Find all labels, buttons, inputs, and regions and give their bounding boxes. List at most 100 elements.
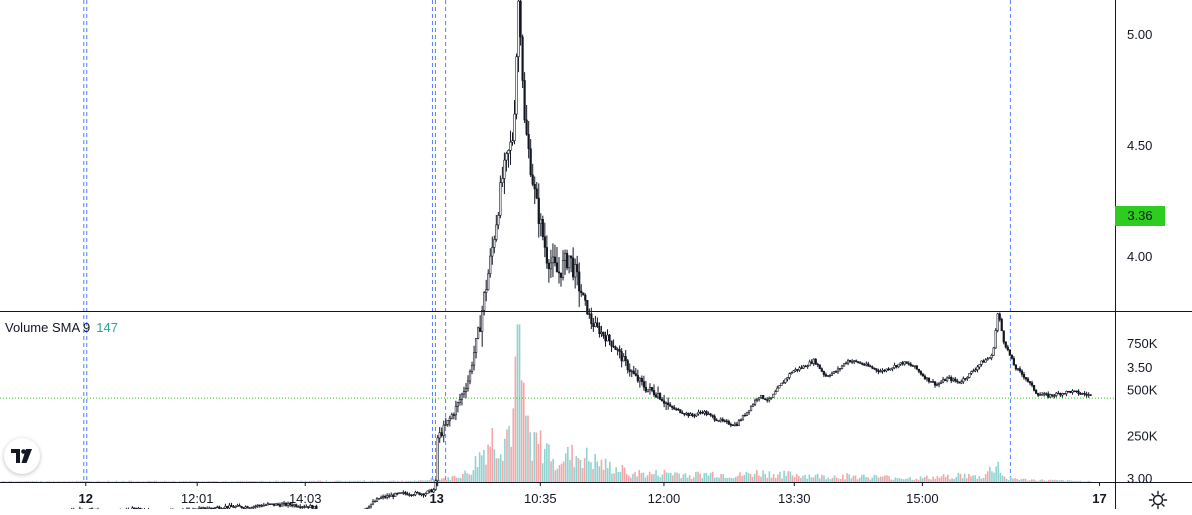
price-candle-body (912, 366, 914, 367)
volume-bar (680, 478, 682, 482)
price-candle-body (534, 184, 536, 189)
price-candle-body (667, 403, 669, 405)
volume-bar (548, 444, 550, 482)
price-candle-body (627, 361, 629, 370)
price-candle-body (898, 364, 900, 367)
price-candle-body (477, 328, 479, 338)
price-candle-body (370, 504, 372, 507)
price-candle-body (1041, 395, 1043, 396)
volume-bar (983, 478, 985, 482)
price-candle-body (253, 506, 255, 507)
volume-bar (454, 476, 456, 482)
price-candle-body (979, 364, 981, 366)
volume-bar (888, 476, 890, 482)
price-candle-body (1086, 394, 1088, 395)
price-candle-body (526, 120, 528, 134)
price-candle-body (1015, 365, 1017, 369)
price-candle-body (392, 495, 394, 497)
price-candle-body (708, 414, 710, 415)
price-candle-body (926, 378, 928, 379)
volume-bar (613, 473, 615, 482)
price-candle-body (922, 374, 924, 376)
price-candle-body (441, 433, 443, 436)
price-candle-body (572, 258, 574, 277)
price-candle-body (692, 414, 694, 416)
volume-bar (563, 462, 565, 482)
price-candle-body (817, 364, 819, 365)
volume-bar (743, 475, 745, 482)
volume-bar (641, 473, 643, 482)
price-candle-body (396, 493, 398, 494)
price-candle-body (748, 411, 750, 413)
volume-bar (844, 479, 846, 482)
volume-bar (962, 478, 964, 482)
volume-bar (546, 443, 548, 482)
price-candle-body (649, 387, 651, 389)
volume-bar (561, 464, 563, 482)
price-candle-body (512, 141, 514, 142)
volume-bar (439, 480, 441, 482)
volume-bar (840, 479, 842, 482)
volume-bar (727, 478, 729, 482)
volume-bar (976, 479, 978, 482)
volume-bar (987, 471, 989, 482)
volume-bar (972, 475, 974, 482)
volume-bar (651, 474, 653, 482)
price-candle-body (746, 412, 748, 415)
volume-tick-label: 250K (1127, 429, 1158, 444)
volume-bar (653, 474, 655, 482)
price-candle-body (1074, 391, 1076, 392)
volume-bar (483, 450, 485, 482)
volume-bar (1037, 481, 1039, 482)
price-candle-body (617, 349, 619, 350)
price-candle-body (1033, 385, 1035, 390)
price-candle-body (570, 256, 572, 258)
price-candle-body (595, 323, 597, 327)
price-candle-body (651, 387, 653, 390)
price-candle-body (991, 355, 993, 357)
price-candle-body (635, 374, 637, 376)
gear-icon[interactable] (1148, 490, 1168, 510)
price-candle-body (1039, 395, 1041, 396)
price-candle-body (443, 425, 445, 435)
volume-bar (668, 473, 670, 482)
volume-bar (477, 467, 479, 482)
price-candle-body (928, 378, 930, 382)
price-candle-body (865, 364, 867, 365)
volume-bar (760, 477, 762, 482)
price-candle-body (722, 419, 724, 421)
price-candle-body (368, 507, 370, 508)
volume-bar (468, 474, 470, 482)
price-candle-body (958, 382, 960, 383)
price-candle-body (857, 362, 859, 363)
price-candle-body (591, 314, 593, 324)
price-candle-body (785, 379, 787, 383)
price-candle-body (605, 336, 607, 341)
volume-bar (636, 476, 638, 482)
volume-bar (590, 462, 592, 482)
price-candle-body (453, 415, 455, 416)
volume-bar (966, 478, 968, 482)
price-candle-body (1021, 371, 1023, 374)
tradingview-logo-glyph (11, 449, 33, 463)
price-candle-body (694, 416, 696, 417)
price-candle-body (542, 219, 544, 236)
price-candle-body (900, 363, 902, 365)
price-candle-body (845, 363, 847, 364)
price-candle-body (963, 379, 965, 382)
price-candle-body (975, 370, 977, 371)
volume-bar (462, 474, 464, 482)
price-candle-body (1056, 393, 1058, 396)
price-candle-body (738, 421, 740, 426)
price-candle-body (1031, 383, 1033, 385)
volume-bar (431, 478, 433, 482)
price-candle-body (217, 507, 219, 508)
price-candle-body (437, 438, 439, 481)
price-candle-body (445, 424, 447, 425)
volume-bar (500, 454, 502, 482)
price-candle-body (1047, 394, 1049, 397)
tradingview-logo-icon[interactable] (4, 438, 40, 474)
